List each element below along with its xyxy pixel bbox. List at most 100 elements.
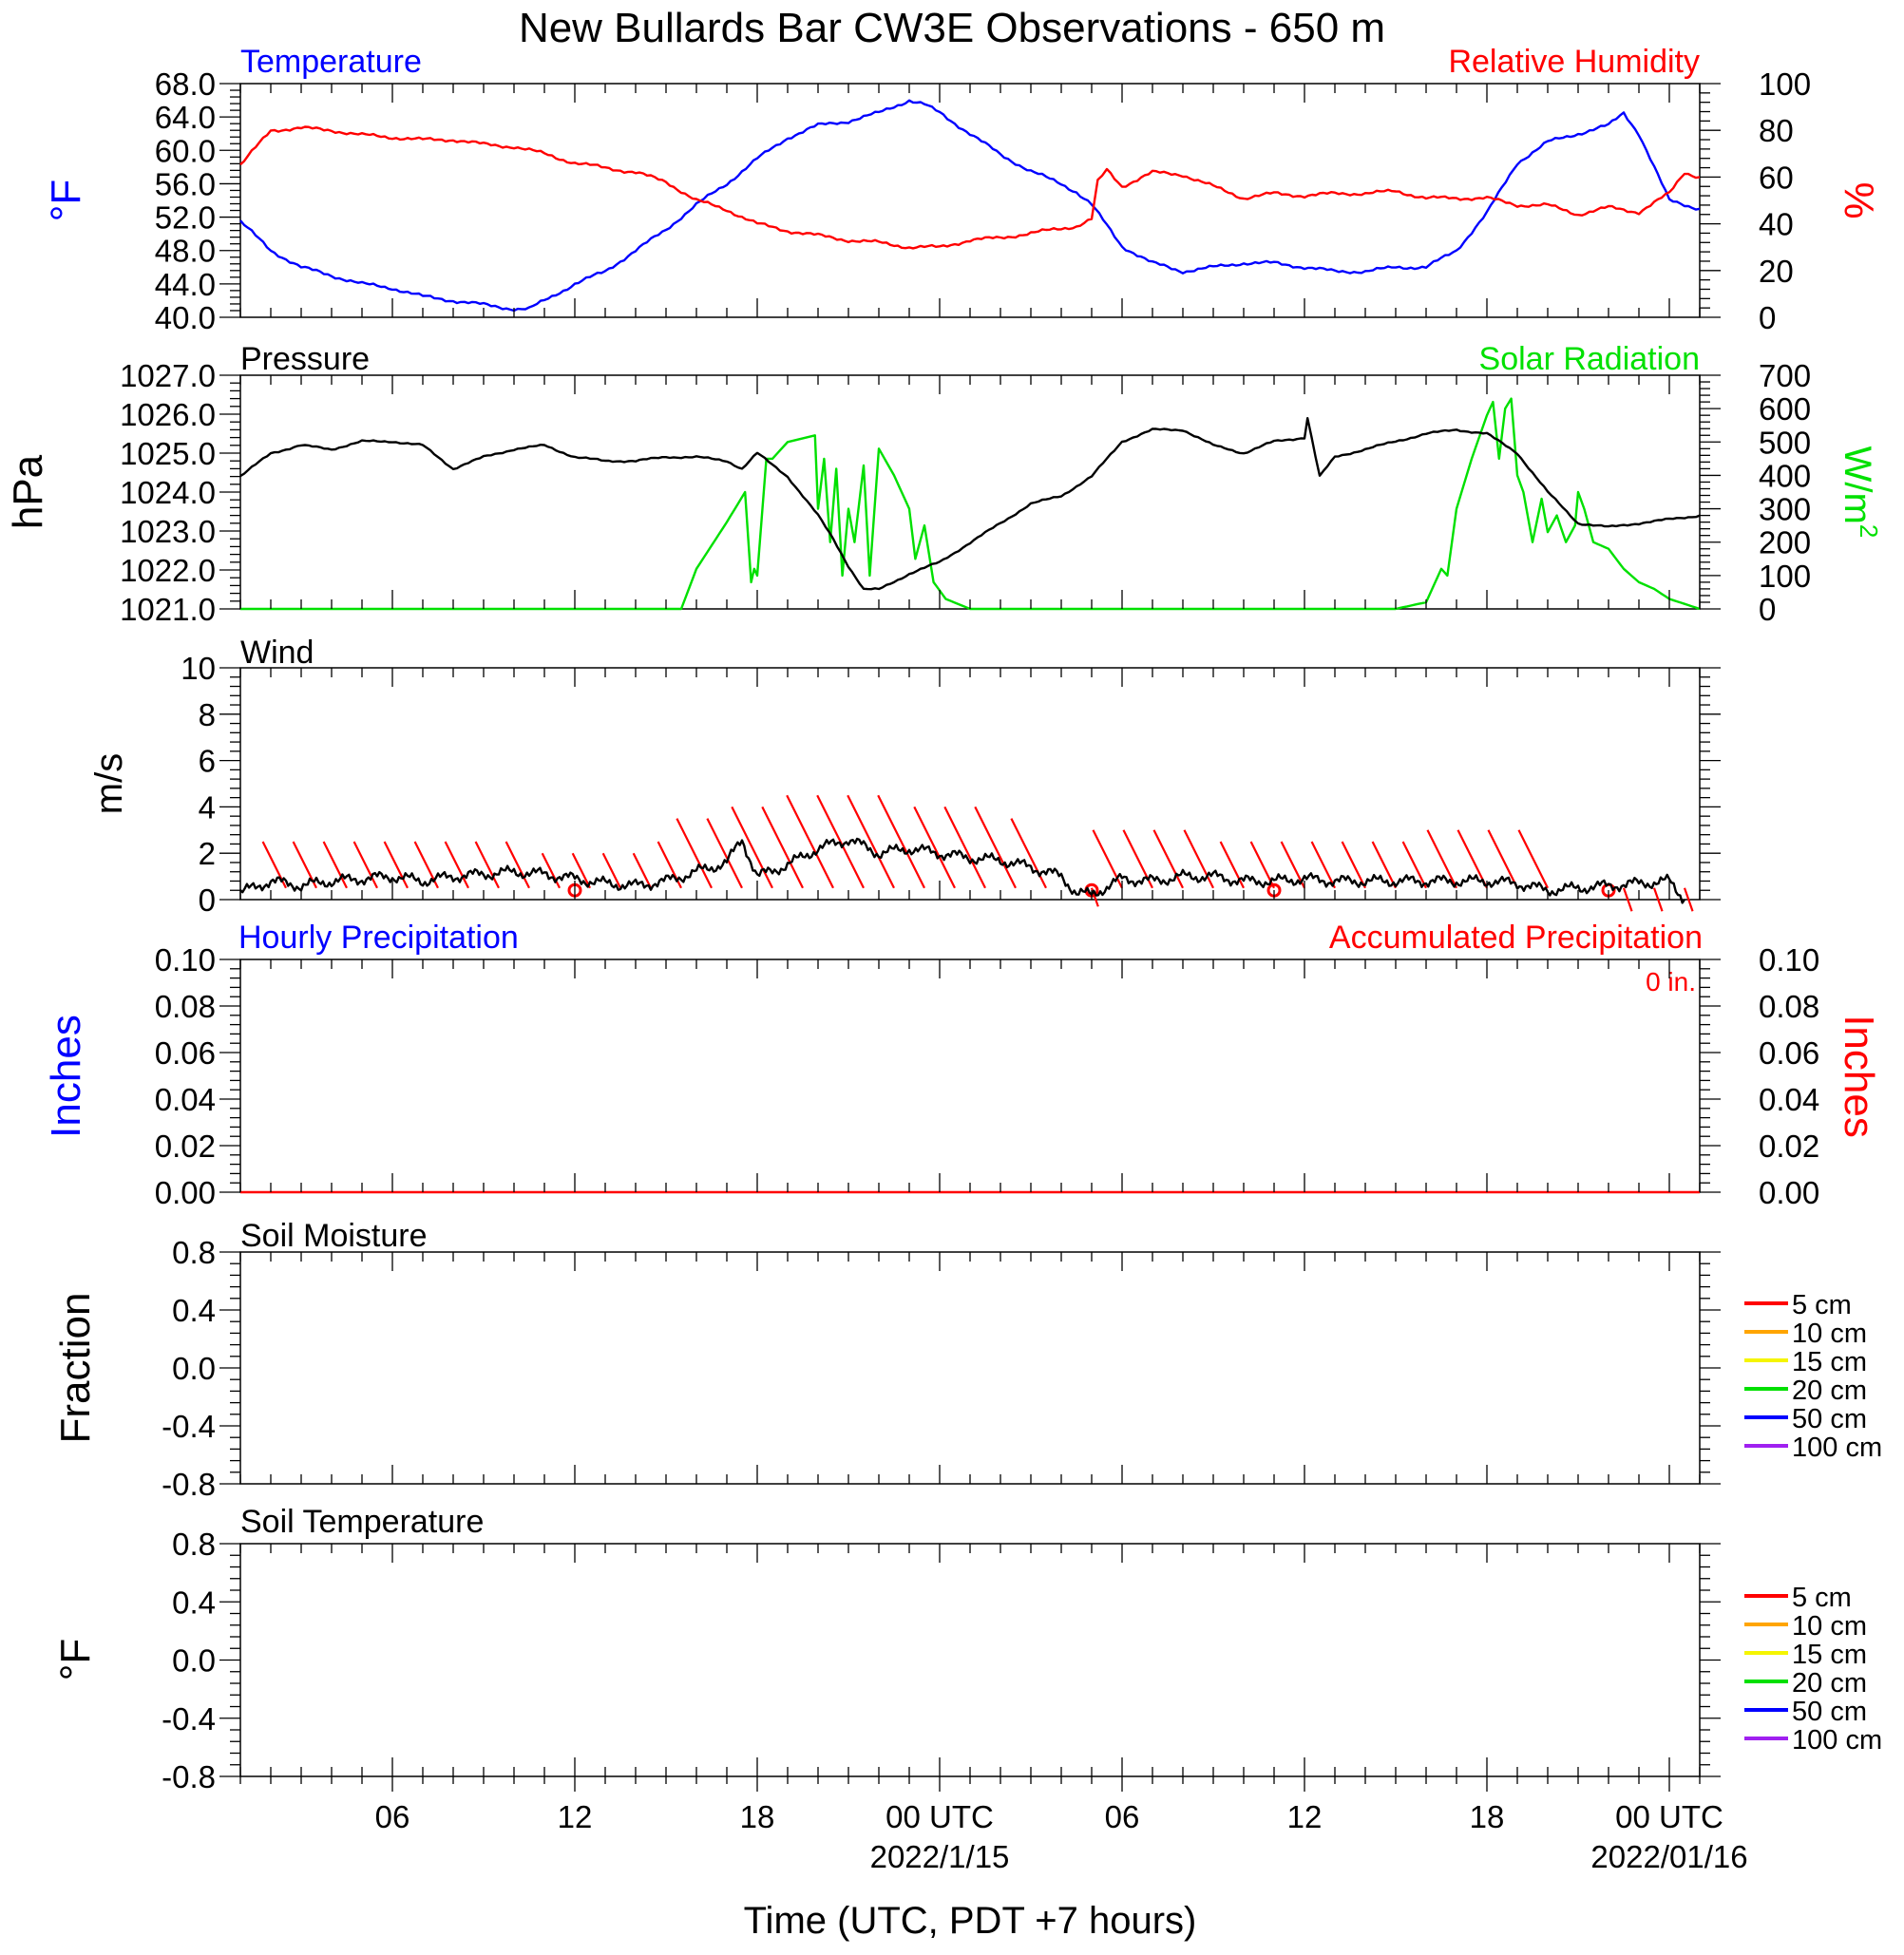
wind-speed-line (239, 837, 1685, 904)
wind-barb (474, 841, 500, 889)
wind-barb (877, 794, 925, 889)
solar-axis-tick-label: 0 (1759, 592, 1776, 627)
humidity-axis-tick-label: 40 (1759, 207, 1794, 242)
accum-precip-axis-tick-label: 0.02 (1759, 1129, 1819, 1164)
humidity-title: Relative Humidity (1448, 44, 1700, 80)
humidity-axis-tick-label: 80 (1759, 113, 1794, 148)
pressure-title: Pressure (240, 341, 370, 377)
humidity-axis-tick-label: 0 (1759, 300, 1776, 335)
humidity-axis-tick-label: 100 (1759, 66, 1811, 102)
humidity-axis-tick-label: 20 (1759, 254, 1794, 289)
wind-barb (383, 841, 409, 889)
x-tick-label: 12 (558, 1799, 593, 1834)
solar-unit: W/m2 (1837, 446, 1883, 539)
accum-precip-axis-tick-label: 0.06 (1759, 1035, 1819, 1071)
legend-label: 15 cm (1792, 1347, 1867, 1377)
wind-barb (913, 806, 956, 889)
legend-label: 10 cm (1792, 1611, 1867, 1642)
pressure-axis-tick-label: 1026.0 (120, 397, 216, 432)
solar-radiation-line (240, 397, 1701, 611)
soil-moisture-unit: Fraction (52, 1293, 99, 1444)
pressure-line (239, 417, 1701, 591)
x-tick-label: 00 UTC (885, 1799, 994, 1834)
wind-barb (1652, 887, 1664, 912)
humidity-unit: % (1836, 181, 1882, 218)
wind-barb (706, 818, 743, 889)
temperature-axis-tick-label: 64.0 (155, 100, 216, 135)
chart-title: New Bullards Bar CW3E Observations - 650… (519, 5, 1385, 51)
wind-barb (1426, 829, 1457, 889)
pressure-unit: hPa (5, 454, 51, 529)
wind-barb (1401, 841, 1427, 889)
legend-label: 5 cm (1792, 1583, 1852, 1613)
wind-barb (352, 841, 378, 889)
accum-precip-axis-tick-label: 0.08 (1759, 989, 1819, 1024)
wind-barb (1487, 829, 1518, 889)
wind-barb (1183, 829, 1214, 889)
temperature-axis-tick-label: 48.0 (155, 234, 216, 269)
hourly-precip-axis-tick-label: 0.06 (155, 1035, 216, 1071)
wind-barb (943, 806, 986, 889)
hourly-precip-unit: Inches (43, 1015, 89, 1138)
hourly-precip-axis-tick-label: 0.04 (155, 1082, 216, 1117)
wind-barb (1280, 841, 1305, 889)
wind-axis-tick-label: 0 (199, 883, 216, 918)
temperature-axis-tick-label: 40.0 (155, 300, 216, 335)
wind-barb (1152, 829, 1184, 889)
wind-barb (1457, 829, 1488, 889)
hourly-precip-axis-tick-label: 0.00 (155, 1175, 216, 1210)
wind-barb (322, 841, 348, 889)
solar-axis-tick-label: 200 (1759, 525, 1811, 560)
x-axis: 06 12 18 00 UTC 2022/1/15 06 12 18 00 UTC 2022/01… (239, 84, 1748, 1874)
panel-precipitation: Hourly Precipitation Accumulated Precipi… (43, 920, 1882, 1210)
wind-barb (761, 806, 804, 889)
pressure-axis-tick-label: 1022.0 (120, 553, 216, 588)
hourly-precip-axis-tick-label: 0.10 (155, 942, 216, 978)
legend-label: 100 cm (1792, 1725, 1882, 1756)
wind-barb (676, 818, 713, 889)
soil-moisture-title: Soil Moisture (240, 1218, 428, 1254)
solar-axis-tick-label: 400 (1759, 458, 1811, 493)
wind-axis-tick-label: 4 (199, 789, 216, 825)
pressure-axis-tick-label: 1024.0 (120, 475, 216, 510)
soil-moisture-axis-tick-label: 0.8 (172, 1235, 216, 1270)
pressure-axis-tick-label: 1021.0 (120, 592, 216, 627)
temperature-axis-tick-label: 56.0 (155, 166, 216, 201)
legend-label: 100 cm (1792, 1433, 1882, 1463)
soil-temperature-axis-tick-label: 0.8 (172, 1527, 216, 1562)
wind-axis-tick-label: 2 (199, 836, 216, 871)
wind-barb (541, 852, 561, 889)
solar-axis-tick-label: 100 (1759, 559, 1811, 594)
wind-axis-tick-label: 8 (199, 697, 216, 732)
wind-barb (1341, 841, 1366, 889)
wind-barb (1010, 818, 1047, 889)
x-date-label: 2022/01/16 (1590, 1839, 1747, 1874)
soil-temperature-title: Soil Temperature (240, 1504, 484, 1540)
legend-label: 15 cm (1792, 1640, 1867, 1670)
soil-moisture-axis-tick-label: 0.4 (172, 1293, 216, 1328)
legend-label: 5 cm (1792, 1290, 1852, 1320)
solar-axis-tick-label: 300 (1759, 492, 1811, 527)
soil-moisture-axis-tick-label: -0.8 (162, 1467, 216, 1502)
soil-temperature-axis-tick-label: 0.0 (172, 1643, 216, 1679)
temperature-unit: °F (43, 180, 89, 221)
wind-barb (601, 852, 621, 889)
panel-soil-temperature: Soil Temperature °F 0.8 0.4 0.0 -0.4 -0.8 5 c… (52, 1504, 1882, 1794)
panel-pressure-solar: Pressure Solar Radiation hPa W/m2 1027.0… (5, 341, 1883, 627)
legend-label: 10 cm (1792, 1319, 1867, 1349)
humidity-line (239, 125, 1701, 250)
pressure-axis-tick-label: 1023.0 (120, 514, 216, 549)
panel-wind: Wind m/s 10 8 6 4 2 0 (88, 635, 1721, 918)
x-axis-label: Time (UTC, PDT +7 hours) (744, 1900, 1197, 1942)
wind-barb (1517, 829, 1549, 889)
wind-barb (847, 794, 895, 889)
accum-precip-axis-tick-label: 0.00 (1759, 1175, 1819, 1210)
hourly-precip-axis-tick-label: 0.02 (155, 1129, 216, 1164)
wind-axis-tick-label: 10 (181, 651, 216, 686)
temperature-line (239, 99, 1701, 313)
pressure-axis-tick-label: 1027.0 (120, 358, 216, 393)
legend-label: 50 cm (1792, 1697, 1867, 1727)
wind-barb (786, 794, 834, 889)
x-tick-label: 12 (1287, 1799, 1323, 1834)
accum-precip-axis-tick-label: 0.04 (1759, 1082, 1819, 1117)
